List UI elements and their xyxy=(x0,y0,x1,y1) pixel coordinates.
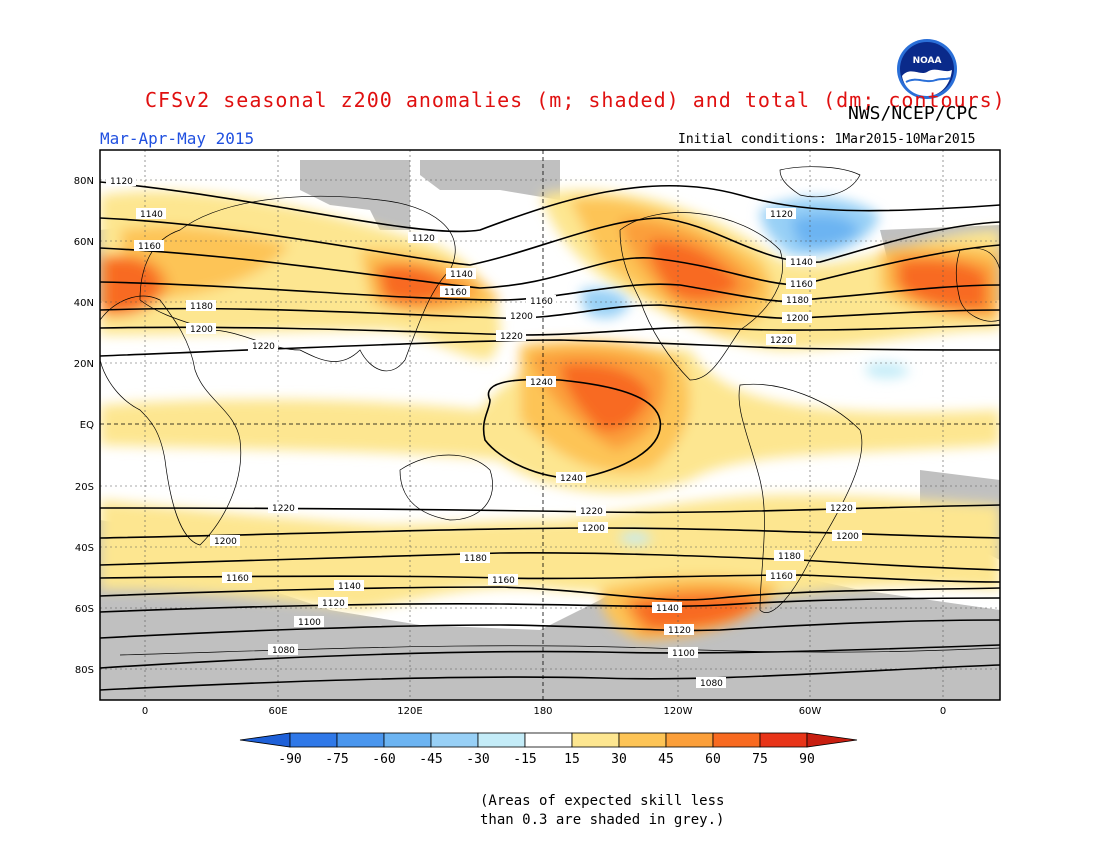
lon-tick-labels: 0 60E 120E 180 120W 60W 0 xyxy=(142,706,946,717)
svg-text:1160: 1160 xyxy=(530,297,553,307)
svg-text:1140: 1140 xyxy=(790,258,813,268)
svg-text:1120: 1120 xyxy=(110,177,133,187)
svg-text:1220: 1220 xyxy=(252,342,275,352)
svg-text:1200: 1200 xyxy=(190,325,213,335)
lat-tick: EQ xyxy=(80,420,94,431)
lat-tick: 40S xyxy=(75,543,94,554)
svg-text:1160: 1160 xyxy=(790,280,813,290)
svg-text:1100: 1100 xyxy=(672,649,695,659)
lat-tick: 40N xyxy=(74,298,94,309)
chart-title: CFSv2 seasonal z200 anomalies (m; shaded… xyxy=(145,88,1006,112)
lat-tick: 60N xyxy=(74,237,94,248)
svg-text:1180: 1180 xyxy=(464,554,487,564)
svg-text:1220: 1220 xyxy=(830,504,853,514)
skill-note-line: than 0.3 are shaded in grey.) xyxy=(480,812,725,828)
lon-tick: 120E xyxy=(397,706,422,717)
svg-text:1200: 1200 xyxy=(510,312,533,322)
svg-text:1120: 1120 xyxy=(770,210,793,220)
map-frame xyxy=(99,149,1001,701)
svg-text:1120: 1120 xyxy=(322,599,345,609)
svg-text:1140: 1140 xyxy=(656,604,679,614)
svg-text:1220: 1220 xyxy=(580,507,603,517)
lon-tick: 60E xyxy=(268,706,287,717)
lon-tick: 180 xyxy=(533,706,552,717)
lat-tick: 80N xyxy=(74,176,94,187)
svg-text:1220: 1220 xyxy=(272,504,295,514)
lon-tick: 120W xyxy=(664,706,693,717)
lat-tick: 80S xyxy=(75,665,94,676)
height-contours xyxy=(100,181,1000,691)
lon-tick: 0 xyxy=(142,706,148,717)
svg-text:1220: 1220 xyxy=(500,332,523,342)
lon-tick: 0 xyxy=(940,706,946,717)
svg-text:1240: 1240 xyxy=(530,378,553,388)
agency-label: NWS/NCEP/CPC xyxy=(848,103,979,124)
svg-text:1200: 1200 xyxy=(214,537,237,547)
svg-text:1200: 1200 xyxy=(836,532,859,542)
svg-text:1080: 1080 xyxy=(272,646,295,656)
forecast-period: Mar-Apr-May 2015 xyxy=(100,129,255,148)
svg-text:1160: 1160 xyxy=(770,572,793,582)
lat-tick: 60S xyxy=(75,604,94,615)
svg-text:1140: 1140 xyxy=(450,270,473,280)
svg-text:1200: 1200 xyxy=(786,314,809,324)
lon-tick: 60W xyxy=(799,706,822,717)
svg-text:1140: 1140 xyxy=(338,582,361,592)
svg-text:1200: 1200 xyxy=(582,524,605,534)
initial-conditions: Initial conditions: 1Mar2015-10Mar2015 xyxy=(678,132,976,147)
svg-text:1180: 1180 xyxy=(778,552,801,562)
svg-text:1140: 1140 xyxy=(140,210,163,220)
svg-text:1180: 1180 xyxy=(190,302,213,312)
svg-text:NOAA: NOAA xyxy=(913,56,942,66)
lat-tick: 20S xyxy=(75,482,94,493)
contour-labels: 1120 1140 1160 1180 1200 1220 1120 1140 … xyxy=(106,175,862,689)
svg-text:1120: 1120 xyxy=(412,234,435,244)
svg-text:1220: 1220 xyxy=(770,336,793,346)
svg-text:1160: 1160 xyxy=(138,242,161,252)
svg-text:1080: 1080 xyxy=(700,679,723,689)
noaa-logo: NOAA xyxy=(897,39,957,99)
svg-text:1180: 1180 xyxy=(786,296,809,306)
lat-tick-labels: 80N 60N 40N 20N EQ 20S 40S 60S 80S xyxy=(74,176,94,676)
svg-text:1240: 1240 xyxy=(560,474,583,484)
lat-tick: 20N xyxy=(74,359,94,370)
skill-note-line: (Areas of expected skill less xyxy=(480,793,725,809)
svg-text:1160: 1160 xyxy=(226,574,249,584)
svg-text:1160: 1160 xyxy=(444,288,467,298)
svg-text:1100: 1100 xyxy=(298,618,321,628)
skill-note: (Areas of expected skill less than 0.3 a… xyxy=(480,792,724,830)
svg-text:1160: 1160 xyxy=(492,576,515,586)
svg-text:1120: 1120 xyxy=(668,626,691,636)
